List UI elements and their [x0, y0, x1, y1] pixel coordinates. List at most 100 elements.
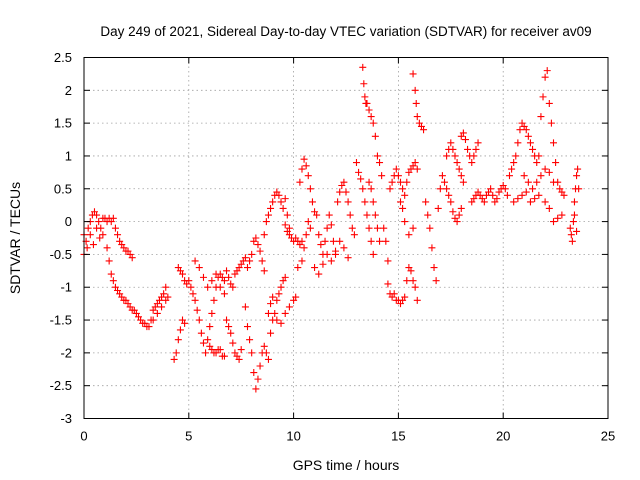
data-point [179, 270, 187, 278]
data-point [248, 349, 256, 357]
data-point [315, 270, 323, 278]
data-point [514, 139, 522, 147]
data-point [449, 208, 457, 216]
data-point [254, 241, 262, 249]
data-point [103, 244, 111, 252]
data-point [547, 119, 555, 127]
data-point [357, 175, 365, 183]
data-point [323, 250, 331, 258]
data-point [352, 159, 360, 167]
x-tick-label: 20 [496, 429, 510, 444]
data-point [195, 316, 203, 324]
data-point [237, 346, 245, 354]
data-point [220, 277, 228, 285]
data-point [285, 303, 293, 311]
data-point [149, 316, 157, 324]
data-point [363, 211, 371, 219]
x-tick-label: 10 [286, 429, 300, 444]
data-point [241, 254, 249, 262]
data-point [384, 257, 392, 265]
data-point [567, 231, 575, 239]
data-point [369, 198, 377, 206]
data-point [304, 218, 312, 226]
data-point [510, 159, 518, 167]
data-point [376, 159, 384, 167]
data-point [329, 237, 337, 245]
data-point [260, 342, 268, 350]
data-point [83, 244, 91, 252]
data-point [302, 162, 310, 170]
data-point [552, 159, 560, 167]
data-point [204, 336, 212, 344]
data-point [250, 369, 258, 377]
data-point [306, 224, 314, 232]
data-point [426, 224, 434, 232]
data-point [432, 277, 440, 285]
data-point [409, 224, 417, 232]
data-point [457, 204, 465, 212]
data-point [407, 267, 415, 275]
data-point [543, 67, 551, 75]
data-point [409, 70, 417, 78]
data-point [260, 267, 268, 275]
data-point [256, 362, 264, 370]
data-point [443, 152, 451, 160]
data-point [461, 136, 469, 144]
data-point [413, 113, 421, 121]
data-point [208, 309, 216, 317]
data-point [411, 283, 419, 291]
data-point [340, 178, 348, 186]
data-point [283, 211, 291, 219]
data-point [225, 273, 233, 281]
data-point [262, 349, 270, 357]
data-point [298, 257, 306, 265]
data-point [420, 126, 428, 134]
data-point [430, 264, 438, 272]
data-point [449, 145, 457, 153]
data-point [550, 139, 558, 147]
data-point [172, 349, 180, 357]
data-point [223, 267, 231, 275]
data-point [380, 224, 388, 232]
data-point [529, 185, 537, 193]
data-point [275, 290, 283, 298]
data-point [451, 152, 459, 160]
data-point [531, 195, 539, 203]
data-point [474, 139, 482, 147]
data-point [174, 336, 182, 344]
y-tick-label: -0.5 [50, 247, 72, 262]
data-point [367, 237, 375, 245]
data-point [512, 152, 520, 160]
data-point [545, 99, 553, 107]
data-point [323, 224, 331, 232]
data-point [560, 191, 568, 199]
data-point [185, 277, 193, 285]
data-point [176, 326, 184, 334]
data-point [212, 270, 220, 278]
data-point [281, 195, 289, 203]
data-point [373, 152, 381, 160]
data-point [269, 293, 277, 301]
data-point [317, 241, 325, 249]
data-point [526, 198, 534, 206]
data-point [197, 329, 205, 337]
data-point [216, 346, 224, 354]
y-axis-title: SDTVAR / TECUs [7, 182, 23, 294]
data-point [411, 86, 419, 94]
y-tick-label: 1 [65, 148, 72, 163]
data-point [524, 178, 532, 186]
data-point [279, 204, 287, 212]
data-point [189, 290, 197, 298]
data-point [336, 188, 344, 196]
data-point [363, 99, 371, 107]
x-tick-label: 5 [185, 429, 192, 444]
axis-ticks [83, 57, 609, 419]
data-point [95, 218, 103, 226]
data-point [459, 129, 467, 137]
data-point [321, 237, 329, 245]
data-point [160, 290, 168, 298]
data-point [271, 309, 279, 317]
data-point [524, 132, 532, 140]
data-point [109, 277, 117, 285]
data-point [359, 63, 367, 71]
